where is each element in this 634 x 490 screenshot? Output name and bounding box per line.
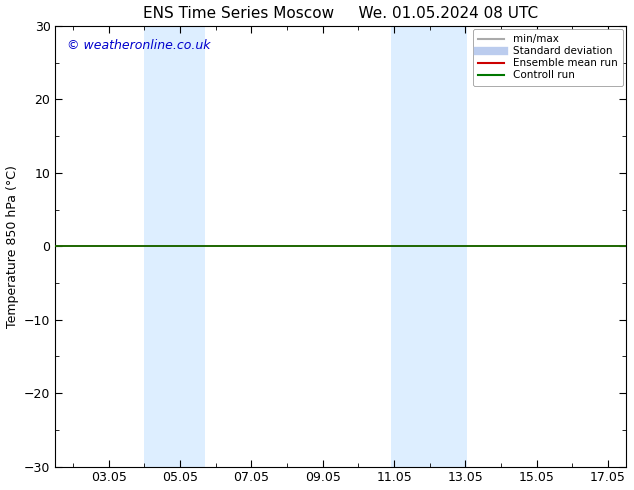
Bar [145, 26, 205, 466]
Y-axis label: Temperature 850 hPa (°C): Temperature 850 hPa (°C) [6, 165, 18, 328]
Bar [391, 26, 467, 466]
Legend: min/max, Standard deviation, Ensemble mean run, Controll run: min/max, Standard deviation, Ensemble me… [473, 29, 623, 86]
Title: ENS Time Series Moscow     We. 01.05.2024 08 UTC: ENS Time Series Moscow We. 01.05.2024 08… [143, 5, 538, 21]
Text: © weatheronline.co.uk: © weatheronline.co.uk [67, 39, 210, 52]
